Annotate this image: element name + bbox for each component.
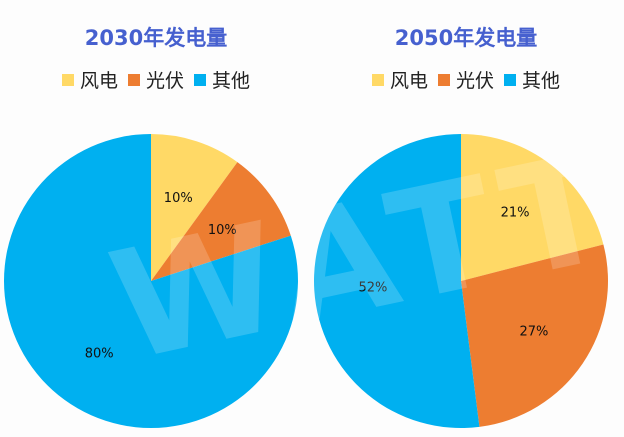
data-label: 80% [85, 346, 114, 361]
data-label: 27% [519, 325, 548, 340]
legend-label: 风电 [389, 70, 428, 92]
legend-item: 其他 [504, 66, 560, 93]
legend-swatch [504, 73, 516, 86]
pie-slice-其他 [313, 134, 480, 428]
pie-slice-风电 [151, 134, 238, 281]
legend-swatch [437, 73, 450, 86]
legend-label: 风电 [79, 70, 118, 92]
chart-2050: 2050年发电量 风电 光伏 其他 [310, 0, 622, 437]
data-label: 10% [164, 191, 193, 206]
chart-title: 2030年发电量 [84, 26, 228, 50]
legend-label: 其他 [212, 70, 251, 92]
legend-item: 光伏 [437, 66, 494, 93]
legend-label: 光伏 [145, 70, 184, 92]
legend-label: 其他 [522, 70, 561, 92]
legend-label: 光伏 [455, 70, 494, 92]
chart-2030: 2030年发电量 风电 光伏 其他 [0, 26, 312, 93]
pie-slice-其他 [3, 134, 298, 428]
pie-slice-光伏 [151, 162, 291, 281]
pie-slice-风电 [461, 134, 604, 281]
legend-swatch [61, 73, 74, 86]
legend-item: 风电 [61, 66, 118, 93]
legend: 风电 光伏 其他 [310, 66, 622, 93]
legend-swatch [127, 73, 140, 86]
legend-swatch [194, 73, 206, 86]
legend-swatch [371, 73, 384, 86]
data-label: 10% [208, 223, 237, 238]
legend: 风电 光伏 其他 [0, 66, 312, 93]
legend-item: 光伏 [127, 66, 184, 93]
legend-item: 风电 [371, 66, 428, 93]
legend-item: 其他 [194, 66, 250, 93]
chart-title: 2050年发电量 [394, 26, 538, 50]
data-label: 21% [501, 205, 530, 220]
pie-slice-光伏 [461, 244, 608, 427]
data-label: 52% [359, 281, 388, 296]
